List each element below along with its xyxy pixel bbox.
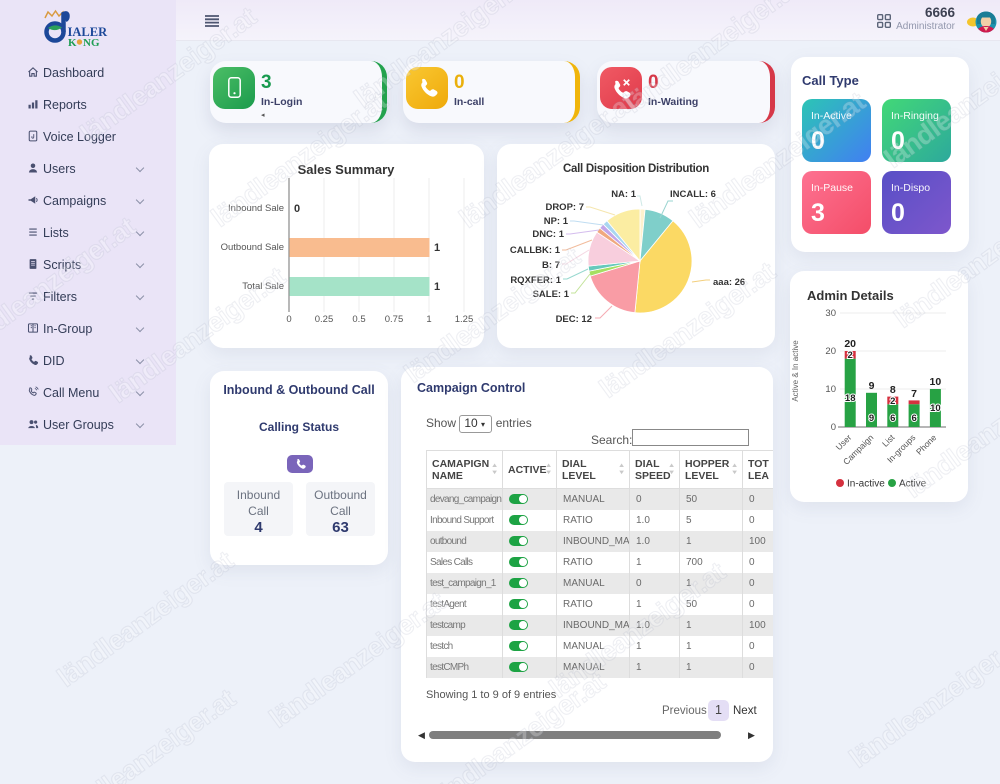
svg-text:List: List [880,432,897,449]
svg-text:18: 18 [845,393,856,404]
svg-text:Call Disposition Distribution: Call Disposition Distribution [563,163,709,175]
svg-text:DROP: 7: DROP: 7 [545,202,584,213]
svg-text:0: 0 [831,422,836,433]
svg-text:DEC: 12: DEC: 12 [556,314,592,325]
svg-text:In-active: In-active [847,479,885,490]
svg-text:10: 10 [930,403,941,414]
svg-text:20: 20 [825,346,836,357]
svg-text:9: 9 [869,380,875,392]
svg-text:0.75: 0.75 [385,314,404,325]
svg-text:20: 20 [844,338,856,350]
svg-text:9: 9 [869,413,874,424]
svg-text:INCALL: 6: INCALL: 6 [670,189,716,200]
svg-text:B: 7: B: 7 [542,260,560,271]
svg-text:8: 8 [890,384,896,396]
svg-text:Sales Summary: Sales Summary [298,162,396,177]
svg-text:7: 7 [911,388,917,400]
svg-text:1: 1 [426,314,431,325]
svg-text:1: 1 [434,242,440,254]
svg-text:IALER: IALER [68,25,109,39]
svg-text:Admin Details: Admin Details [807,288,894,303]
svg-text:2: 2 [848,350,853,361]
svg-text:K: K [68,37,77,48]
svg-text:Active & In active: Active & In active [791,340,800,402]
svg-text:DNC: 1: DNC: 1 [532,229,564,240]
svg-text:2: 2 [890,396,895,407]
svg-text:RQXFER: 1: RQXFER: 1 [510,275,561,286]
svg-text:0.25: 0.25 [315,314,334,325]
svg-text:Total Sale: Total Sale [242,281,284,292]
svg-text:30: 30 [825,308,836,319]
svg-text:CALLBK: 1: CALLBK: 1 [510,245,561,256]
svg-text:1: 1 [434,281,440,293]
svg-text:0: 0 [286,314,291,325]
svg-text:NA: 1: NA: 1 [611,189,637,200]
svg-text:10: 10 [825,384,836,395]
svg-text:6: 6 [911,413,916,424]
svg-text:10: 10 [930,376,942,388]
svg-text:aaa: 26: aaa: 26 [713,277,745,288]
svg-text:Active: Active [899,479,927,490]
svg-text:NG: NG [83,37,100,48]
svg-text:6: 6 [890,413,895,424]
svg-text:1.25: 1.25 [455,314,474,325]
svg-text:0: 0 [294,203,300,215]
svg-text:NP: 1: NP: 1 [544,216,569,227]
svg-text:Outbound Sale: Outbound Sale [221,242,284,253]
svg-text:Phone: Phone [914,432,939,457]
svg-text:Inbound Sale: Inbound Sale [228,203,284,214]
svg-text:0.5: 0.5 [352,314,365,325]
svg-text:SALE: 1: SALE: 1 [533,289,570,300]
